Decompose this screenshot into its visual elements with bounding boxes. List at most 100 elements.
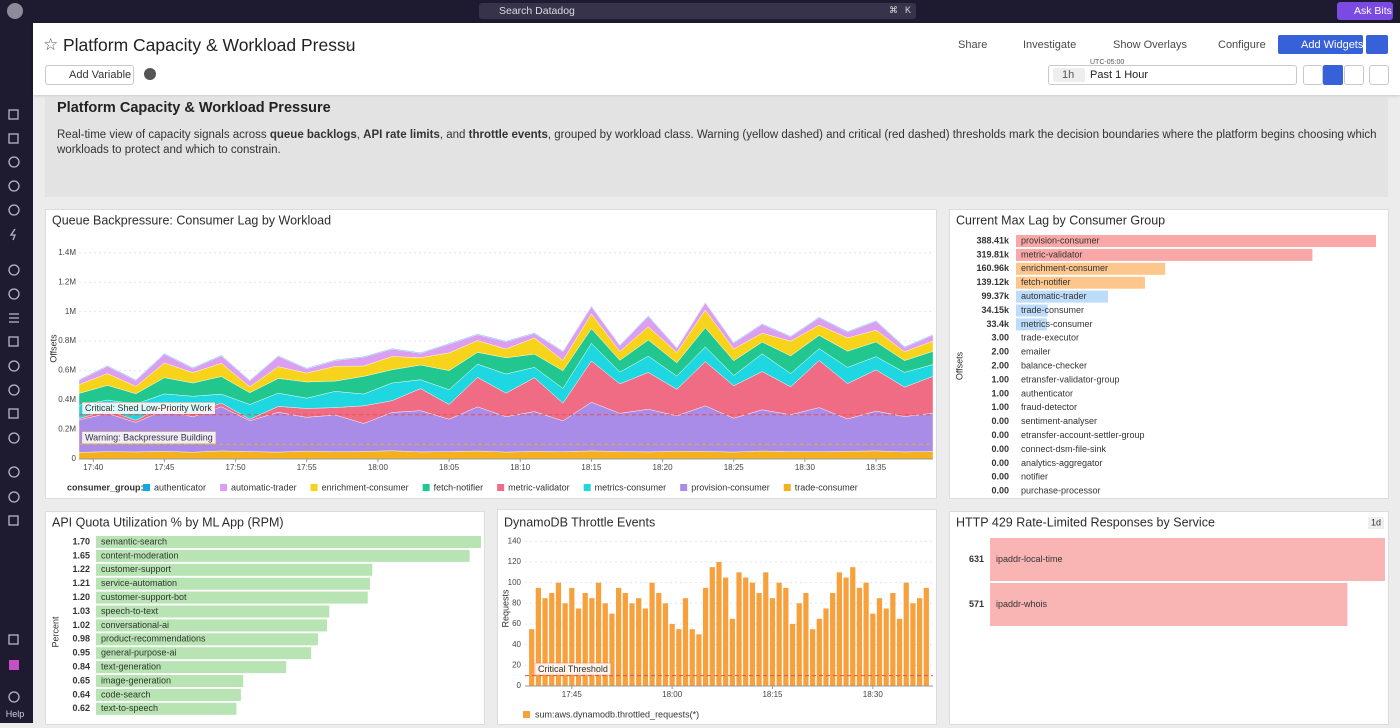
value-label: 1.00	[991, 402, 1009, 412]
bar	[716, 562, 721, 686]
add-widgets-menu[interactable]	[1366, 35, 1388, 54]
logo[interactable]	[7, 3, 23, 19]
category-label: text-generation	[101, 661, 161, 671]
x-tick-label: 17:45	[562, 690, 583, 699]
nav-icon[interactable]	[9, 337, 18, 346]
add-variable-button[interactable]: Add Variable	[45, 65, 134, 85]
add-variable-text: Add Variable	[69, 69, 131, 81]
value-label: 1.02	[72, 620, 90, 630]
y-tick-label: 1.2M	[58, 277, 76, 286]
add-widgets-button[interactable]: Add Widgets	[1278, 35, 1363, 54]
nav-icon[interactable]	[9, 181, 19, 191]
nav-icon[interactable]	[9, 692, 19, 702]
bar	[910, 603, 915, 686]
zoom-button[interactable]	[1369, 65, 1389, 85]
value-label: 0.64	[72, 689, 90, 699]
star-icon[interactable]: ☆	[43, 35, 58, 55]
ask-button[interactable]: Ask Bits	[1337, 2, 1393, 20]
x-tick-label: 17:55	[297, 463, 318, 472]
help-icon[interactable]	[144, 68, 156, 80]
category-label: enrichment-consumer	[1021, 263, 1108, 273]
bar	[890, 593, 895, 686]
nav-icon[interactable]	[9, 134, 18, 143]
time-short: 1h	[1062, 69, 1074, 81]
help-text[interactable]: Help	[6, 709, 25, 719]
value-label: 571	[969, 599, 984, 609]
configure-button[interactable]: Configure	[1218, 39, 1266, 51]
title-chevron[interactable]: ⌄	[344, 37, 353, 50]
x-tick-label: 18:00	[662, 690, 683, 699]
category-label: automatic-trader	[1021, 291, 1087, 301]
value-label: 0.00	[991, 444, 1009, 454]
category-label: emailer	[1021, 347, 1051, 357]
category-label: ipaddr-local-time	[996, 554, 1063, 564]
nav-icon[interactable]	[9, 289, 19, 299]
x-tick-label: 18:00	[368, 463, 389, 472]
widget-title: Current Max Lag by Consumer Group	[956, 213, 1165, 227]
nav-icon[interactable]	[9, 660, 19, 670]
value-label: 0.62	[72, 703, 90, 713]
nav-icon[interactable]	[9, 635, 18, 644]
overlays-button[interactable]: Show Overlays	[1113, 39, 1187, 51]
widget-title: API Quota Utilization % by ML App (RPM)	[52, 515, 284, 529]
search-box[interactable]: Search Datadog ⌘ K	[479, 3, 916, 19]
nav-icon[interactable]	[9, 433, 19, 443]
nav-icon[interactable]	[9, 157, 19, 167]
threshold-label: Critical Threshold	[538, 664, 608, 674]
bar	[763, 572, 768, 686]
value-label: 631	[969, 554, 984, 564]
note-segment: Real-time view of capacity signals acros…	[57, 129, 270, 141]
category-label: customer-support	[101, 564, 172, 574]
category-label: customer-support-bot	[101, 592, 187, 602]
nav-icon[interactable]	[9, 516, 18, 525]
category-label: text-to-speech	[101, 703, 158, 713]
nav-icon[interactable]	[11, 229, 15, 240]
category-label: purchase-processor	[1021, 486, 1101, 496]
nav-icon[interactable]	[9, 385, 19, 395]
bar	[670, 624, 675, 686]
note-segment: , and	[440, 129, 469, 141]
time-picker[interactable]: 1h Past 1 Hour	[1048, 65, 1297, 85]
nav-icon[interactable]	[9, 205, 19, 215]
value-label: 0.95	[72, 648, 90, 658]
x-tick-label: 18:05	[439, 463, 460, 472]
dashboard-title[interactable]: Platform Capacity & Workload Pressu	[63, 35, 355, 56]
category-label: content-moderation	[101, 550, 179, 560]
nav-icon[interactable]	[9, 265, 19, 275]
category-label: service-automation	[101, 578, 177, 588]
value-label: 99.37k	[981, 291, 1010, 301]
bar	[743, 578, 748, 687]
note-segment: API rate limits	[363, 129, 440, 141]
legend-label: metric-validator	[508, 482, 570, 492]
nav-icon[interactable]	[9, 361, 19, 371]
bar	[810, 629, 815, 686]
rewind-button[interactable]	[1303, 65, 1323, 85]
bar	[623, 593, 628, 686]
y-tick-label: 120	[508, 557, 522, 566]
nav-icon[interactable]	[9, 467, 19, 477]
category-label: conversational-ai	[101, 620, 169, 630]
bar	[643, 609, 648, 687]
value-label: 0.65	[72, 675, 90, 685]
category-label: semantic-search	[101, 536, 167, 546]
bar	[924, 588, 929, 686]
bar	[696, 634, 701, 686]
y-axis-label: Offsets	[954, 351, 964, 380]
pause-button[interactable]	[1323, 65, 1343, 85]
nav-icon[interactable]	[9, 314, 19, 322]
investigate-button[interactable]: Investigate	[1023, 39, 1076, 51]
bar	[877, 598, 882, 686]
value-label: 0.00	[991, 486, 1009, 496]
nav-icon[interactable]	[9, 492, 19, 502]
bar	[649, 583, 654, 686]
nav-icon[interactable]	[9, 110, 18, 119]
badge: 1d	[1371, 517, 1381, 527]
ask-text: Ask Bits	[1354, 5, 1392, 17]
value-label: 388.41k	[976, 235, 1010, 245]
forward-button[interactable]	[1344, 65, 1364, 85]
bar	[790, 624, 795, 686]
share-button[interactable]: Share	[958, 39, 987, 51]
nav-icon[interactable]	[9, 409, 18, 418]
bar	[703, 588, 708, 686]
